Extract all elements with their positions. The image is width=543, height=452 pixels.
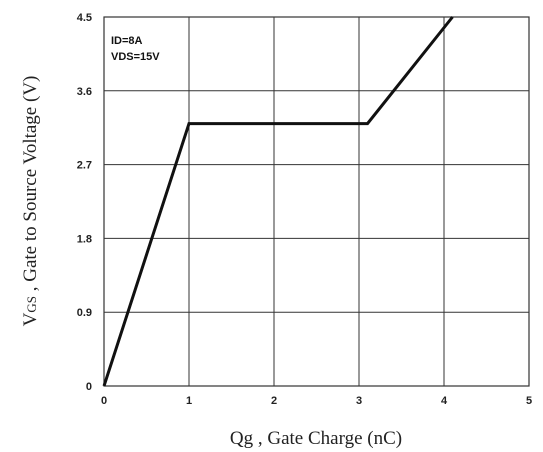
x-tick-label: 4	[441, 395, 448, 407]
y-tick-label: 0.9	[77, 307, 92, 319]
series-line	[102, 16, 454, 387]
x-tick-label: 0	[101, 395, 107, 407]
y-tick-label: 4.5	[77, 12, 92, 24]
y-axis-title-main: V	[20, 312, 41, 326]
y-axis-title: VGS , Gate to Source Voltage (V)	[20, 76, 41, 327]
y-axis-title-rest: , Gate to Source Voltage (V)	[20, 76, 41, 296]
x-axis-title: Qg , Gate Charge (nC)	[230, 428, 402, 449]
x-tick-label: 5	[526, 395, 532, 407]
plot-frame	[103, 16, 530, 387]
y-tick-label: 1.8	[77, 233, 92, 245]
x-tick-label: 2	[271, 395, 277, 407]
series	[102, 16, 454, 387]
y-tick-label: 2.7	[77, 160, 92, 172]
y-tick-label: 3.6	[77, 86, 92, 98]
annotation-vds: VDS=15V	[111, 51, 160, 63]
y-axis-title-sub: GS	[24, 296, 39, 313]
x-tick-label: 1	[186, 395, 192, 407]
annotation-id: ID=8A	[111, 35, 143, 47]
x-tick-label: 3	[356, 395, 362, 407]
y-tick-labels: 0 0.9 1.8 2.7 3.6 4.5	[77, 12, 92, 393]
grid	[104, 17, 529, 386]
y-tick-label: 0	[86, 381, 92, 393]
x-tick-labels: 0 1 2 3 4 5	[101, 395, 532, 407]
